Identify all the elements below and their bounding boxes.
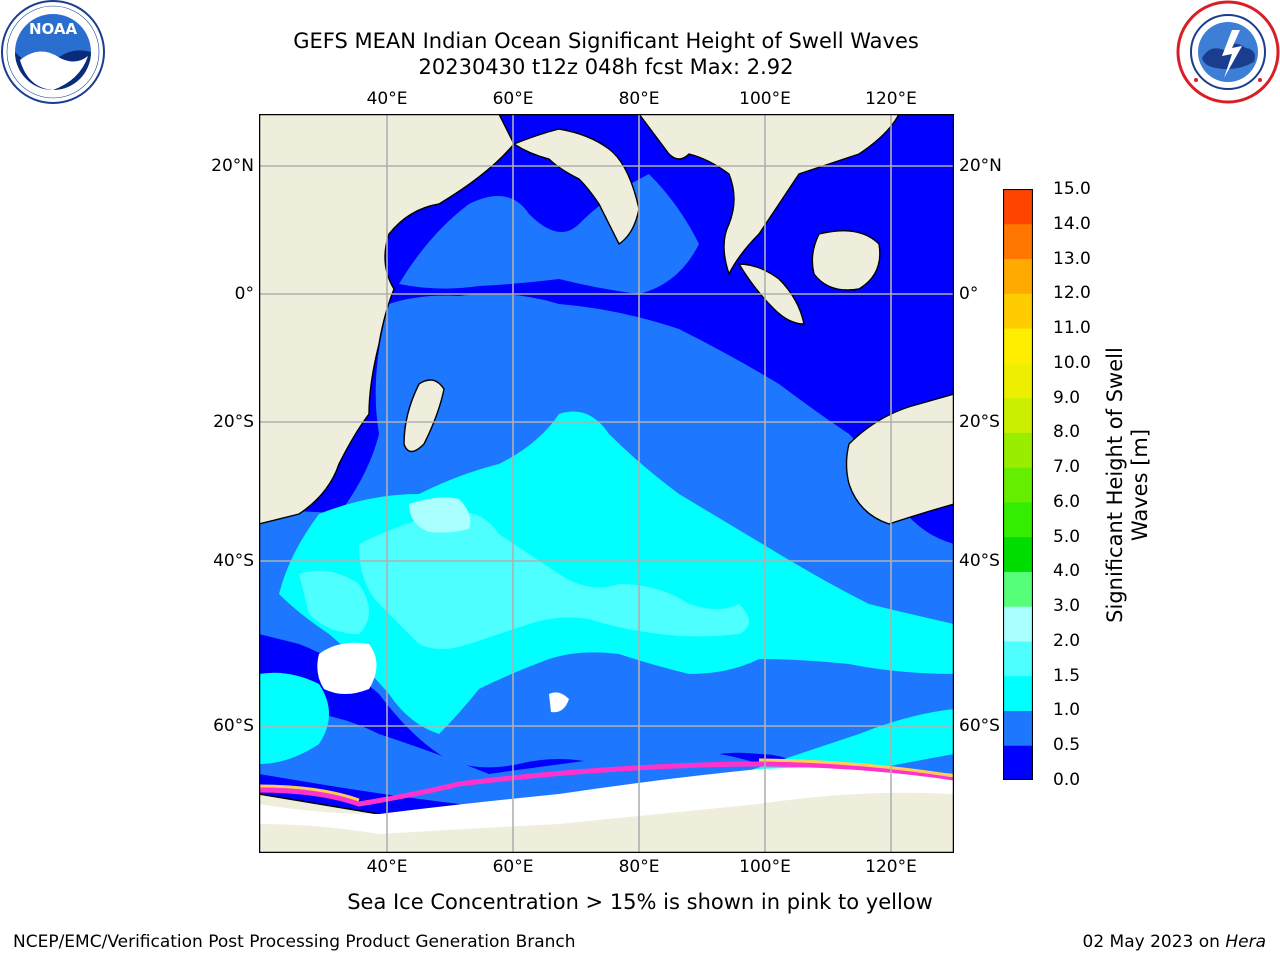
colorbar-tick-label: 6.0 [1053, 492, 1080, 512]
land-borneo [812, 231, 880, 290]
colorbar-label-line1: Significant Height of Swell [1103, 325, 1128, 645]
colorbar-tick-label: 5.0 [1053, 527, 1080, 547]
colorbar-tick-label: 12.0 [1053, 283, 1091, 303]
colorbar-tick-label: 0.5 [1053, 735, 1080, 755]
colorbar-tick-label: 9.0 [1053, 388, 1080, 408]
lat-label-left-0: 0° [235, 284, 254, 304]
colorbar-tick-label: 7.0 [1053, 457, 1080, 477]
colorbar-tick-label: 14.0 [1053, 214, 1091, 234]
lat-label-right-40s: 40°S [959, 551, 1000, 571]
colorbar-tick-label: 0.0 [1053, 770, 1080, 790]
lat-label-left-20n: 20°N [211, 156, 254, 176]
lon-label-top-60e: 60°E [493, 89, 534, 109]
lon-label-bottom-40e: 40°E [367, 857, 408, 877]
nws-logo [1176, 0, 1280, 104]
colorbar-cell [1003, 745, 1033, 780]
colorbar-label: Significant Height of Swell Waves [m] [1103, 325, 1153, 645]
lat-label-right-20n: 20°N [959, 156, 1002, 176]
colorbar-cell [1003, 189, 1033, 224]
colorbar-cell [1003, 432, 1033, 467]
colorbar-cell [1003, 537, 1033, 572]
credit-right: 02 May 2023 on Hera [1083, 932, 1267, 952]
colorbar-cell [1003, 328, 1033, 363]
lon-label-top-120e: 120°E [865, 89, 917, 109]
colorbar-cell [1003, 467, 1033, 502]
colorbar-tick-label: 13.0 [1053, 249, 1091, 269]
lat-label-left-40s: 40°S [213, 551, 254, 571]
colorbar [1003, 189, 1033, 780]
colorbar-cell [1003, 259, 1033, 294]
lat-label-left-60s: 60°S [213, 716, 254, 736]
lat-label-right-0: 0° [959, 284, 978, 304]
lon-label-bottom-60e: 60°E [493, 857, 534, 877]
lon-label-top-40e: 40°E [367, 89, 408, 109]
colorbar-tick-label: 1.0 [1053, 700, 1080, 720]
colorbar-cell [1003, 398, 1033, 433]
colorbar-tick-label: 11.0 [1053, 318, 1091, 338]
colorbar-cell [1003, 676, 1033, 711]
credit-left: NCEP/EMC/Verification Post Processing Pr… [13, 932, 576, 952]
lon-label-bottom-80e: 80°E [619, 857, 660, 877]
map-subtitle: 20230430 t12z 048h fcst Max: 2.92 [0, 54, 1212, 80]
colorbar-cell [1003, 224, 1033, 259]
colorbar-cell [1003, 293, 1033, 328]
lon-label-bottom-120e: 120°E [865, 857, 917, 877]
colorbar-cell [1003, 606, 1033, 641]
noaa-logo-text: NOAA [29, 20, 78, 38]
lon-label-top-100e: 100°E [739, 89, 791, 109]
colorbar-tick-label: 10.0 [1053, 353, 1091, 373]
colorbar-tick-label: 4.0 [1053, 561, 1080, 581]
colorbar-label-line2: Waves [m] [1128, 325, 1153, 645]
colorbar-cell [1003, 363, 1033, 398]
colorbar-cell [1003, 571, 1033, 606]
colorbar-cell [1003, 710, 1033, 745]
lat-label-left-20s: 20°S [213, 412, 254, 432]
lon-label-bottom-100e: 100°E [739, 857, 791, 877]
map-panel [259, 114, 954, 853]
colorbar-cell [1003, 502, 1033, 537]
colorbar-cell [1003, 641, 1033, 676]
colorbar-tick-label: 3.0 [1053, 596, 1080, 616]
lat-label-right-60s: 60°S [959, 716, 1000, 736]
lon-label-top-80e: 80°E [619, 89, 660, 109]
credit-date: 02 May 2023 on [1083, 932, 1226, 952]
credit-host: Hera [1225, 932, 1266, 952]
colorbar-tick-label: 2.0 [1053, 631, 1080, 651]
map-title: GEFS MEAN Indian Ocean Significant Heigh… [0, 28, 1212, 54]
lat-label-right-20s: 20°S [959, 412, 1000, 432]
colorbar-tick-label: 8.0 [1053, 422, 1080, 442]
colorbar-tick-label: 1.5 [1053, 666, 1080, 686]
sea-ice-note: Sea Ice Concentration > 15% is shown in … [0, 890, 1280, 914]
noaa-logo: NOAA [0, 0, 106, 106]
colorbar-tick-label: 15.0 [1053, 179, 1091, 199]
